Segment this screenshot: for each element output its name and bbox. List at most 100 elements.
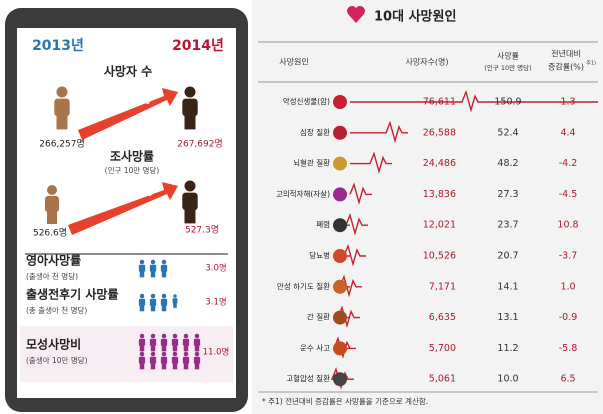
person-icon (172, 345, 178, 352)
person-icon (139, 345, 145, 352)
person-icon (138, 298, 146, 306)
person-icon (184, 86, 196, 98)
rate-subtitle: (출생아 천 명당) (26, 271, 78, 281)
person-icon (139, 293, 145, 299)
person-icon (160, 356, 168, 364)
rate-change: 4.4 (560, 127, 575, 138)
right-background (252, 0, 603, 414)
value-label: 526.6명 (33, 228, 67, 239)
person-icon (139, 259, 145, 265)
death-count: 13,836 (423, 189, 456, 200)
person-icon (161, 305, 167, 312)
person-icon (194, 363, 200, 370)
death-count: 5,061 (429, 374, 456, 385)
trend-arrow (68, 182, 178, 235)
rate-change: -4.2 (559, 158, 578, 169)
person-icon (182, 98, 198, 117)
person-icon (172, 363, 178, 370)
cause-icon (333, 310, 347, 325)
column-header: 전년대비 (551, 49, 580, 59)
cause-label: 악성신생물(암) (283, 96, 330, 106)
rate-subtitle: (총 출생아 천 명당) (26, 305, 87, 315)
person-icon (161, 333, 167, 339)
rate-title: 영아사망률 (26, 253, 81, 268)
rate-change: 6.5 (560, 374, 575, 385)
person-icon (138, 338, 146, 346)
person-icon (139, 363, 145, 370)
person-icon (56, 86, 68, 98)
cause-label: 당뇨병 (309, 250, 330, 260)
rate-change: -3.7 (559, 251, 578, 262)
rate-subtitle: (출생아 10만 명당) (26, 355, 88, 365)
column-header: 사망원인 (279, 57, 308, 67)
cause-icon (333, 125, 347, 140)
cause-icon (333, 187, 347, 202)
heartbeat-line (349, 182, 372, 205)
death-rate: 11.2 (497, 343, 518, 354)
person-icon (184, 180, 196, 192)
year-label: 2014년 (172, 38, 224, 54)
death-rate: 20.7 (497, 251, 518, 262)
death-rate: 23.7 (497, 220, 518, 231)
person-icon (149, 298, 157, 306)
footnote: * 주1) 전년대비 증감률은 사망률을 기준으로 계산함. (262, 396, 428, 406)
value-label: 267,692명 (177, 139, 223, 150)
section-title: 조사망률 (110, 149, 154, 164)
person-icon (193, 338, 201, 346)
cause-icon (333, 279, 347, 294)
person-icon (193, 356, 201, 364)
death-count: 5,700 (429, 343, 456, 354)
person-icon (161, 363, 167, 370)
rate-value: 3.0명 (205, 263, 226, 274)
person-icon (161, 259, 167, 265)
column-header: 사망률 (497, 51, 519, 61)
column-header: 사망자수(명) (405, 57, 448, 67)
heartbeat-line (330, 367, 354, 390)
person-icon (161, 293, 167, 299)
rate-title: 모성사망비 (26, 337, 81, 352)
heartbeat-line (350, 120, 408, 144)
column-header: (인구 10만 명당) (484, 63, 531, 72)
death-count: 76,611 (423, 97, 456, 108)
person-icon (184, 114, 196, 130)
rate-value: 11.0명 (203, 347, 230, 358)
person-icon (138, 356, 146, 364)
section-title: 사망자 수 (104, 64, 152, 79)
cause-icon (333, 372, 347, 387)
panel-title: 10대 사망원인 (374, 9, 456, 25)
year-label: 2013년 (32, 38, 84, 54)
person-icon (161, 351, 167, 357)
rate-change: -5.8 (559, 343, 578, 354)
rate-change: -4.5 (559, 189, 578, 200)
cause-icon (333, 218, 347, 233)
person-icon (183, 363, 189, 370)
cause-label: 고혈압성 질환 (286, 373, 330, 383)
rate-title: 출생전후기 사망률 (26, 287, 119, 302)
person-icon (139, 271, 145, 278)
cause-icon (333, 95, 347, 109)
person-icon (47, 210, 57, 224)
heart-icon (347, 6, 365, 23)
rate-change: 1.3 (560, 97, 575, 108)
death-count: 6,635 (429, 312, 456, 323)
rate-change: 10.8 (557, 220, 578, 231)
person-icon (172, 351, 178, 357)
death-rate: 10.0 (497, 374, 518, 385)
change-label: 0.1% (124, 188, 152, 199)
cause-label: 만성 하기도 질환 (277, 281, 330, 291)
person-icon (150, 351, 156, 357)
value-label: 527.3명 (185, 225, 219, 236)
person-icon (172, 333, 178, 339)
row-background (20, 326, 233, 382)
death-rate: 150.9 (494, 97, 521, 108)
person-icon (173, 294, 177, 298)
person-icon (149, 264, 157, 272)
cause-label: 심장 질환 (300, 127, 330, 137)
person-icon (184, 208, 196, 224)
person-icon (160, 338, 168, 346)
person-icon (139, 305, 145, 312)
person-icon (161, 345, 167, 352)
person-icon (171, 338, 179, 346)
person-icon (194, 351, 200, 357)
rate-change: 1.0 (560, 281, 575, 292)
